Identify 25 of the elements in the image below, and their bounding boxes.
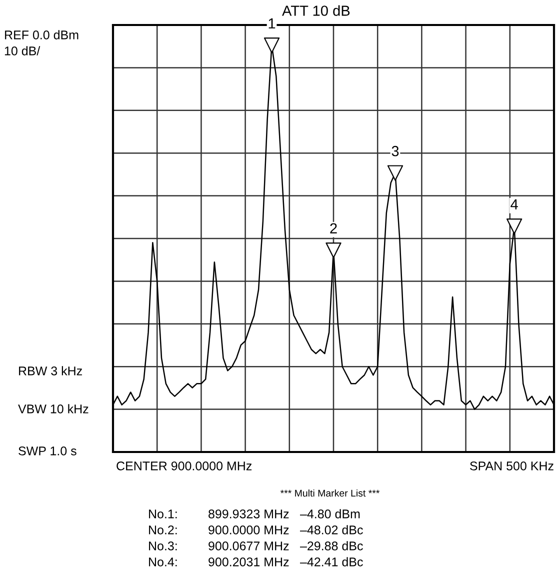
annotation: 3 [392, 146, 399, 156]
text: *** Multi Marker List *** [280, 489, 380, 497]
text: –48.02 dBc [300, 525, 363, 534]
text: –4.80 dBm [300, 509, 360, 518]
text: 899.9323 MHz [208, 510, 289, 518]
text: 900.0677 MHz [208, 542, 289, 550]
text: REF 0.0 dBm [5, 30, 78, 40]
text: –29.88 dBc [300, 541, 363, 550]
text: ATT 10 dB [282, 5, 350, 16]
text: 900.2031 MHz [208, 558, 289, 566]
text: No.2: [149, 526, 177, 534]
text: No.3: [149, 542, 177, 550]
annotation: 4 [510, 199, 518, 210]
text: CENTER 900.0000 MHz [116, 462, 252, 470]
text: VBW 10 kHz [18, 404, 88, 414]
text: SPAN 500 KHz [470, 462, 554, 470]
annotation: 2 [330, 223, 337, 234]
text: 10 dB/ [4, 46, 40, 56]
text: 900.0000 MHz [208, 526, 289, 534]
text: No.1: [149, 510, 177, 518]
annotation: 1 [268, 18, 276, 28]
text: SWP 1.0 s [18, 446, 76, 456]
text: –42.41 dBc [300, 557, 363, 566]
text: RBW 3 kHz [19, 366, 82, 376]
text: No.4: [149, 558, 177, 566]
